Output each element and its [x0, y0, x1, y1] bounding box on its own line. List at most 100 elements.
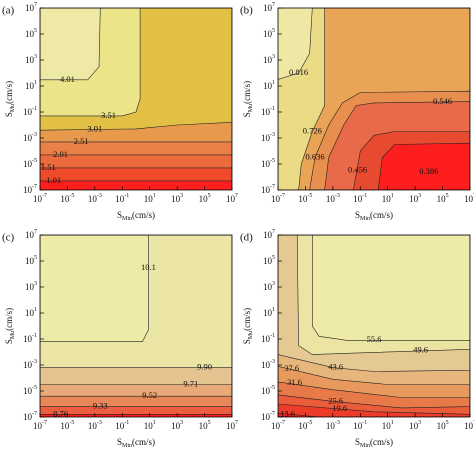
tick-base: 10 — [261, 185, 271, 195]
contour-label: 0.456 — [348, 164, 367, 174]
label-sub: Mu — [248, 331, 254, 339]
x-tick-label: 10-1 — [115, 193, 129, 204]
tick-base: 10 — [263, 3, 273, 13]
tick-base: 10 — [263, 308, 273, 318]
plot-frame — [39, 7, 233, 191]
contour-label: 0.636 — [305, 151, 324, 161]
label-sub: Mu — [10, 104, 16, 112]
tick-exponent: -1 — [32, 333, 37, 339]
panel-label: (b) — [240, 5, 253, 17]
y-tick-label: 105 — [25, 255, 37, 266]
tick-exponent: 7 — [34, 2, 37, 8]
y-tick-label: 10-1 — [23, 106, 37, 117]
tick-base: 10 — [115, 194, 125, 204]
tick-base: 10 — [88, 421, 98, 431]
y-tick-label: 10-5 — [261, 158, 275, 169]
y-tick-label: 10-1 — [23, 333, 37, 344]
label-unit: (cm/s) — [132, 210, 155, 220]
x-tick-label: 10-1 — [115, 420, 129, 431]
x-tick-label: 10-7 — [33, 420, 47, 431]
x-tick-label: 10-1 — [353, 193, 367, 204]
panel-label: (d) — [240, 232, 253, 244]
y-tick-label: 10-7 — [23, 184, 37, 195]
y-axis-label: SMu(cm/s) — [242, 308, 254, 344]
tick-base: 10 — [226, 421, 236, 431]
tick-base: 10 — [261, 107, 271, 117]
tick-base: 10 — [437, 421, 447, 431]
tick-exponent: -7 — [270, 184, 275, 190]
y-tick-label: 10-3 — [23, 132, 37, 143]
tick-exponent: -5 — [307, 420, 312, 426]
y-tick-label: 101 — [263, 307, 275, 318]
y-tick-label: 107 — [263, 229, 275, 240]
tick-base: 10 — [263, 282, 273, 292]
contour-label: 37.6 — [284, 363, 299, 373]
tick-base: 10 — [144, 194, 154, 204]
tick-base: 10 — [261, 412, 271, 422]
y-tick-label: 101 — [25, 307, 37, 318]
contour-region — [40, 235, 149, 342]
tick-base: 10 — [25, 308, 35, 318]
panel: 13.619.625.631.637.6 43.649.655.610-7 10-5… — [240, 229, 474, 449]
contour-label: 2.51 — [74, 136, 89, 146]
contour-label: 0.816 — [289, 67, 308, 77]
tick-exponent: 1 — [153, 193, 156, 199]
plot-area: 8.76 9.33 9.52 9.71 9.90 10.1 — [40, 235, 232, 417]
tick-base: 10 — [25, 55, 35, 65]
tick-exponent: 1 — [391, 420, 394, 426]
tick-base: 10 — [261, 360, 271, 370]
tick-base: 10 — [409, 194, 419, 204]
contour-region — [377, 142, 470, 190]
tick-exponent: -7 — [280, 420, 285, 426]
tick-exponent: 3 — [34, 54, 37, 60]
x-tick-label: 103 — [409, 193, 421, 204]
tick-exponent: 1 — [34, 80, 37, 86]
tick-base: 10 — [25, 230, 35, 240]
y-tick-label: 10-5 — [23, 158, 37, 169]
plot-area: 0.816 0.726 0.636 0.546 0.456 0.386 — [278, 8, 470, 190]
tick-base: 10 — [199, 421, 209, 431]
plot-frame — [277, 234, 471, 418]
x-tick-label: 101 — [144, 420, 156, 431]
tick-exponent: 7 — [235, 420, 238, 426]
tick-base: 10 — [144, 421, 154, 431]
tick-base: 10 — [326, 194, 336, 204]
tick-exponent: 5 — [272, 255, 275, 261]
label-unit: (cm/s) — [370, 437, 393, 447]
tick-exponent: -1 — [32, 106, 37, 112]
tick-base: 10 — [382, 194, 392, 204]
label-sub: Mu — [248, 104, 254, 112]
tick-exponent: -3 — [97, 420, 102, 426]
y-tick-label: 10-7 — [261, 184, 275, 195]
tick-exponent: 3 — [418, 420, 421, 426]
contour-label: 43.6 — [328, 362, 343, 372]
y-tick-label: 10-3 — [261, 359, 275, 370]
contour-label: 55.6 — [367, 334, 382, 344]
y-tick-label: 103 — [263, 281, 275, 292]
y-tick-label: 103 — [263, 54, 275, 65]
contour-label: 9.90 — [197, 362, 212, 372]
contour-label: 49.6 — [413, 345, 428, 355]
tick-exponent: 3 — [34, 281, 37, 287]
tick-base: 10 — [23, 334, 33, 344]
tick-base: 10 — [88, 194, 98, 204]
contour-label: 9.33 — [93, 401, 108, 411]
x-axis-label: SMin(cm/s) — [355, 437, 393, 449]
contour-label: 0.546 — [433, 96, 452, 106]
y-axis-label: SMu(cm/s) — [242, 81, 254, 117]
label-base: S — [117, 437, 122, 447]
contour-label: 31.6 — [287, 377, 302, 387]
x-tick-label: 10-1 — [353, 420, 367, 431]
x-tick-label: 105 — [199, 420, 211, 431]
tick-exponent: -5 — [32, 158, 37, 164]
panel-label: (a) — [2, 5, 15, 17]
tick-base: 10 — [261, 386, 271, 396]
y-axis-label: SMu(cm/s) — [4, 308, 16, 344]
tick-exponent: 3 — [272, 54, 275, 60]
contour-label: 3.51 — [101, 110, 116, 120]
label-sub: Min — [122, 443, 132, 449]
tick-exponent: -5 — [69, 420, 74, 426]
x-tick-label: 105 — [199, 193, 211, 204]
plot-frame — [277, 7, 471, 191]
